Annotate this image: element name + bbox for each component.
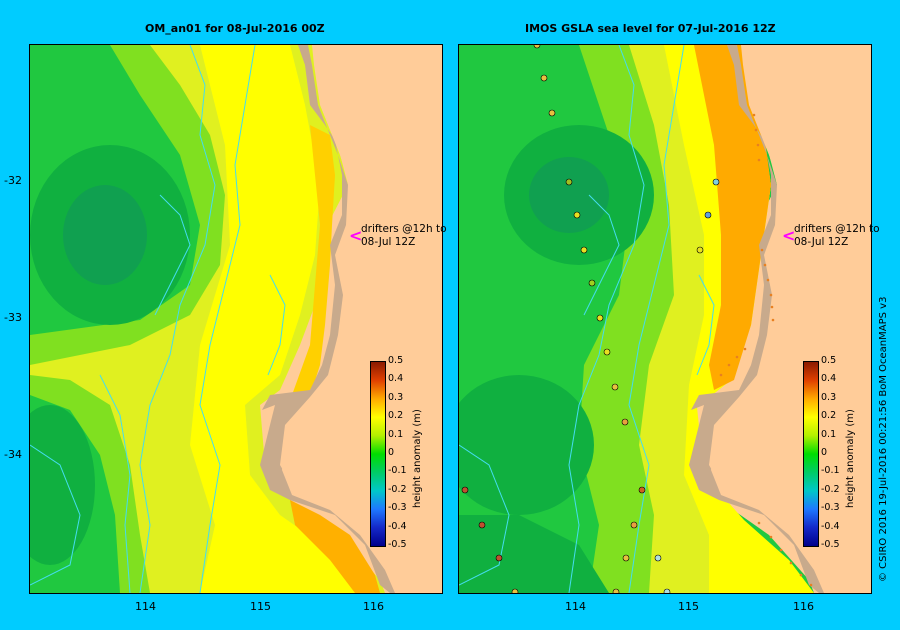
- left-colorbar-label: height anomaly (m): [412, 409, 423, 508]
- left-colorbar-tick: -0.4: [388, 520, 407, 532]
- right-map: [458, 44, 872, 594]
- left-colorbar-tick: 0.1: [388, 428, 404, 440]
- left-colorbar-tick: -0.2: [388, 483, 407, 495]
- left-annotation-line1: drifters @12h to: [361, 223, 447, 235]
- left-drifter-annotation: drifters @12h to 08-Jul 12Z: [361, 223, 447, 249]
- right-colorbar-tick: 0.1: [821, 428, 837, 440]
- left-annotation-line2: 08-Jul 12Z: [361, 236, 416, 248]
- right-colorbar-tick: -0.4: [821, 520, 840, 532]
- right-colorbar-tick: 0.5: [821, 355, 837, 366]
- right-x-tick-115: 115: [678, 600, 699, 613]
- right-colorbar-tick: 0.2: [821, 410, 837, 422]
- right-annotation-line1: drifters @12h to: [794, 223, 880, 235]
- right-colorbar-tick: 0: [821, 447, 828, 458]
- right-colorbar-tick: 0.4: [821, 373, 837, 385]
- left-colorbar: [370, 361, 386, 547]
- left-colorbar-tick: -0.5: [388, 539, 407, 550]
- right-colorbar: [803, 361, 819, 547]
- right-colorbar-tick: -0.3: [821, 502, 840, 514]
- right-drifter-annotation: drifters @12h to 08-Jul 12Z: [794, 223, 880, 249]
- left-drifter-arrow-icon: <: [349, 226, 363, 245]
- right-colorbar-tick: -0.2: [821, 483, 840, 495]
- left-colorbar-tick: 0.4: [388, 373, 404, 385]
- y-tick-32: -32: [4, 174, 22, 187]
- right-x-tick-114: 114: [565, 600, 586, 613]
- right-colorbar-tick: -0.5: [821, 539, 840, 550]
- left-map: [29, 44, 443, 594]
- y-tick-34: -34: [4, 448, 22, 461]
- right-drifter-arrow-icon: <: [782, 226, 796, 245]
- left-colorbar-tick: 0.2: [388, 410, 404, 422]
- left-x-tick-115: 115: [250, 600, 271, 613]
- right-colorbar-label: height anomaly (m): [845, 409, 856, 508]
- left-panel-title: OM_an01 for 08-Jul-2016 00Z: [145, 22, 325, 35]
- right-x-tick-116: 116: [793, 600, 814, 613]
- y-tick-33: -33: [4, 311, 22, 324]
- left-x-tick-116: 116: [363, 600, 384, 613]
- right-annotation-line2: 08-Jul 12Z: [794, 236, 849, 248]
- right-colorbar-tick: 0.3: [821, 391, 837, 403]
- left-colorbar-tick: 0.5: [388, 355, 404, 366]
- left-colorbar-tick: -0.1: [388, 465, 407, 477]
- left-colorbar-tick: 0.3: [388, 391, 404, 403]
- left-x-tick-114: 114: [135, 600, 156, 613]
- right-panel-title: IMOS GSLA sea level for 07-Jul-2016 12Z: [525, 22, 776, 35]
- right-colorbar-tick: -0.1: [821, 465, 840, 477]
- left-colorbar-tick: 0: [388, 447, 395, 458]
- credit-text: © CSIRO 2016 19-Jul-2016 00:21:56 BoM Oc…: [878, 296, 889, 582]
- left-colorbar-tick: -0.3: [388, 502, 407, 514]
